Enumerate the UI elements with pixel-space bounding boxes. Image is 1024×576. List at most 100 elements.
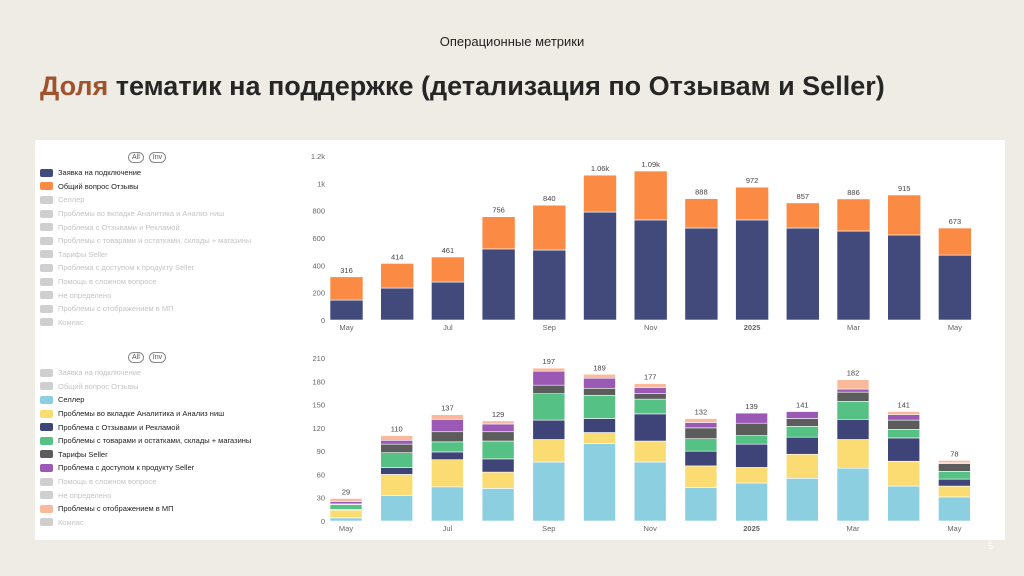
legend-item[interactable]: Тарифы Seller (40, 248, 251, 262)
bar-segment (887, 234, 922, 321)
legend-item[interactable]: Проблема с Отзывами и Рекламой (40, 220, 251, 234)
legend-invert-button[interactable]: Inv (148, 352, 167, 363)
legend-swatch (40, 395, 53, 404)
legend-item[interactable]: Помощь в сложном вопросе (40, 475, 251, 489)
title-rest: тематик на поддержке (детализация по Отз… (108, 71, 885, 101)
y-tick-label: 90 (317, 447, 325, 456)
x-tick-label: May (947, 524, 961, 533)
bar-segment (836, 388, 870, 393)
legend-swatch (40, 504, 53, 513)
legend-swatch (40, 423, 53, 432)
x-tick-label: 2025 (744, 323, 761, 332)
legend-swatch (40, 263, 53, 272)
bar-segment (887, 194, 922, 236)
data-label: 886 (847, 188, 860, 197)
bar-segment (938, 471, 971, 480)
data-label: 1.09k (642, 160, 661, 169)
bar-segment (431, 451, 464, 460)
legend-item[interactable]: Проблема с доступом к продукту Seller (40, 461, 251, 475)
bar-segment (836, 419, 870, 440)
bar-segment (380, 495, 414, 522)
legend-item[interactable]: Проблемы во вкладке Аналитика и Анализ н… (40, 407, 251, 421)
legend-item[interactable]: Селлер (40, 393, 251, 407)
bar-segment (329, 299, 364, 321)
data-label: 915 (898, 184, 911, 193)
y-tick-label: 400 (312, 261, 325, 270)
legend-item[interactable]: Проблемы с отображением в МП (40, 302, 251, 316)
bar-segment (380, 452, 414, 468)
bar-segment (684, 427, 718, 440)
bar-segment (785, 227, 820, 321)
legend-label: Заявка на подключение (58, 168, 142, 178)
page-title: Доля тематик на поддержке (детализация п… (40, 70, 940, 102)
bar-segment (785, 426, 819, 438)
data-label: 197 (543, 357, 556, 366)
legend-item[interactable]: Заявка на подключение (40, 366, 251, 380)
bar-segment (583, 418, 616, 433)
legend-item[interactable]: Помощь в сложном вопросе (40, 275, 251, 289)
legend-item[interactable]: Проблемы с товарами и остатками, склады … (40, 234, 251, 248)
legend-item[interactable]: Проблема с доступом к продукту Seller (40, 261, 251, 275)
legend-swatch (40, 304, 53, 313)
legend-item[interactable]: Общий вопрос Отзывы (40, 180, 251, 194)
bar-segment (938, 463, 971, 472)
legend-swatch (40, 182, 53, 191)
bar-segment (684, 438, 718, 452)
legend-all-button[interactable]: All (128, 352, 144, 363)
legend-label: Проблемы с товарами и остатками, склады … (58, 236, 252, 246)
legend-label: Проблемы с товарами и остатками, склады … (58, 436, 252, 446)
y-tick-label: 210 (312, 354, 325, 363)
bar-segment (329, 276, 364, 301)
bar-segment (887, 411, 921, 415)
legend-swatch (40, 291, 53, 300)
bar-segment (481, 423, 515, 433)
legend-swatch (40, 477, 53, 486)
legend-item[interactable]: Проблемы с товарами и остатками, склады … (40, 434, 251, 448)
legend-swatch (40, 250, 53, 259)
bar-segment (938, 254, 972, 321)
legend-item[interactable]: Не определено (40, 488, 251, 502)
legend-item[interactable]: Проблема с Отзывами и Рекламой (40, 420, 251, 434)
legend-swatch (40, 463, 53, 472)
bar-segment (633, 170, 668, 221)
legend-item[interactable]: Компас (40, 516, 251, 530)
legend-item[interactable]: Селлер (40, 193, 251, 207)
legend-label: Помощь в сложном вопросе (58, 277, 157, 287)
legend-label: Проблемы с отображением в МП (58, 504, 174, 514)
bar-segment (836, 230, 871, 321)
y-tick-label: 1k (317, 179, 325, 188)
legend-item[interactable]: Тарифы Seller (40, 448, 251, 462)
bar-segment (532, 461, 566, 522)
bar-segment (735, 412, 768, 424)
x-tick-label: Mar (847, 524, 860, 533)
bar-segment (785, 478, 819, 522)
legend-invert-button[interactable]: Inv (148, 152, 167, 163)
legend-all-button[interactable]: All (128, 152, 144, 163)
bar-segment (380, 435, 414, 441)
legend-item[interactable]: Проблемы во вкладке Аналитика и Анализ н… (40, 207, 251, 221)
bar-segment (684, 227, 719, 321)
bar-segment (938, 496, 971, 522)
legend-label: Общий вопрос Отзывы (58, 181, 139, 191)
page-number: 5 (988, 541, 994, 551)
y-tick-label: 800 (312, 207, 325, 216)
bar-segment (938, 460, 971, 464)
x-tick-label: Jul (443, 524, 453, 533)
legend-item[interactable]: Заявка на подключение (40, 166, 251, 180)
x-tick-label: May (339, 524, 353, 533)
legend-item[interactable]: Компас (40, 316, 251, 330)
bar-segment (785, 202, 820, 229)
bar-segment (431, 431, 464, 443)
data-label: 141 (897, 401, 910, 410)
data-label: 29 (342, 487, 350, 496)
bar-segment (481, 431, 515, 442)
bar-segment (785, 436, 819, 455)
legend-item[interactable]: Проблемы с отображением в МП (40, 502, 251, 516)
bar-segment (481, 248, 516, 321)
legend-item[interactable]: Не определено (40, 288, 251, 302)
bar-segment (938, 485, 971, 498)
x-tick-label: Sep (543, 323, 556, 332)
y-tick-label: 200 (312, 289, 325, 298)
legend-item[interactable]: Общий вопрос Отзывы (40, 380, 251, 394)
data-label: 857 (797, 192, 810, 201)
